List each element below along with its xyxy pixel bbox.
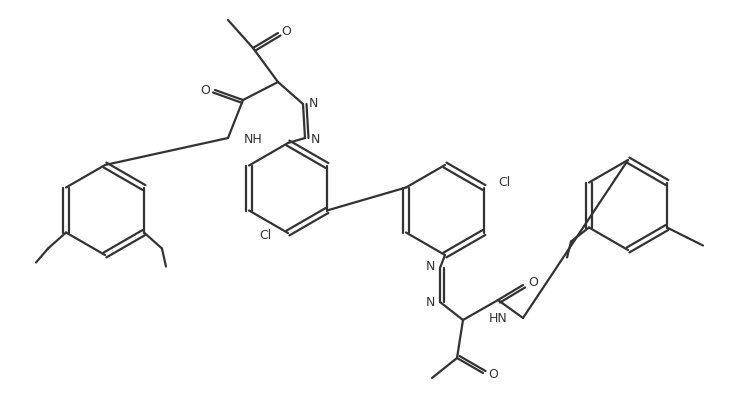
Text: NH: NH — [244, 132, 262, 145]
Text: HN: HN — [488, 312, 507, 325]
Text: O: O — [200, 83, 210, 96]
Text: Cl: Cl — [259, 228, 272, 241]
Text: N: N — [425, 297, 435, 310]
Text: O: O — [528, 276, 538, 290]
Text: O: O — [281, 24, 291, 38]
Text: O: O — [488, 369, 498, 382]
Text: N: N — [309, 96, 317, 109]
Text: Cl: Cl — [498, 176, 510, 189]
Text: N: N — [310, 132, 320, 145]
Text: N: N — [425, 260, 435, 273]
